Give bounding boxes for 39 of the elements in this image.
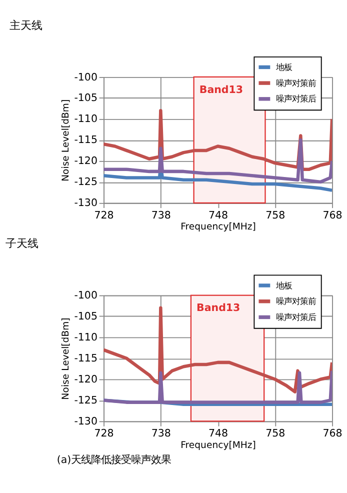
y-tick-label: -105	[74, 92, 98, 104]
chart-title: 主天线	[9, 18, 42, 32]
x-tick-label: 738	[151, 428, 171, 440]
x-tick-label: 748	[208, 209, 228, 222]
x-tick-label: 728	[94, 428, 114, 440]
y-tick-label: -100	[74, 71, 98, 84]
y-tick-label: -115	[74, 134, 98, 146]
x-tick-label: 738	[151, 209, 171, 222]
legend-label: 噪声对策前	[276, 296, 316, 306]
y-tick-label: -100	[74, 290, 98, 302]
chart-title: 子天线	[6, 237, 39, 250]
y-tick-label: -130	[74, 415, 98, 428]
x-tick-label: 758	[266, 209, 286, 222]
y-tick-label: -130	[74, 197, 98, 210]
x-axis-title: Frequency[MHz]	[180, 440, 256, 451]
y-tick-label: -120	[74, 155, 98, 168]
y-tick-label: -110	[74, 332, 98, 344]
y-tick-label: -105	[74, 310, 98, 323]
x-tick-label: 728	[94, 209, 114, 222]
x-tick-label: 758	[266, 428, 286, 440]
y-tick-label: -110	[74, 113, 98, 126]
text: (a)天线降低接受噪声效果	[56, 454, 172, 466]
y-axis-title: Noise Level[dBm]	[60, 99, 72, 182]
y-tick-label: -125	[74, 394, 98, 406]
legend-label: 地板	[275, 62, 292, 72]
x-tick-label: 768	[322, 428, 342, 440]
y-tick-label: -115	[74, 352, 98, 364]
x-tick-label: 768	[322, 209, 342, 222]
x-axis-title: Frequency[MHz]	[180, 222, 256, 233]
legend-label: 噪声对策后	[276, 312, 316, 322]
y-axis-title: Noise Level[dBm]	[60, 318, 72, 400]
x-tick-label: 748	[208, 428, 228, 440]
band-label: Band13	[199, 84, 244, 96]
legend-label: 噪声对策后	[276, 94, 316, 104]
legend-label: 地板	[275, 280, 292, 290]
y-tick-label: -125	[74, 176, 98, 188]
legend-label: 噪声对策前	[276, 78, 316, 88]
y-tick-label: -120	[74, 373, 98, 386]
band-label: Band13	[196, 302, 240, 314]
